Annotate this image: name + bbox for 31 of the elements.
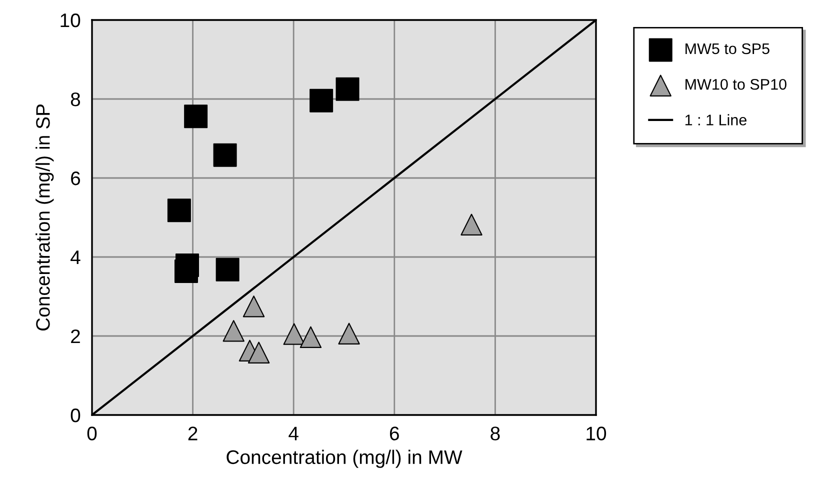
x-tick-label: 2	[188, 426, 198, 440]
y-tick-label: 6	[71, 171, 80, 186]
point	[248, 342, 270, 364]
x-tick-label: 4	[288, 426, 298, 440]
x-tick-label: 0	[87, 426, 97, 440]
y-tick-label: 2	[71, 329, 80, 344]
y-tick-label: 10	[60, 13, 80, 28]
point	[300, 326, 322, 348]
y-axis-title: Concentration (mg/l) in SP	[36, 104, 54, 331]
point	[222, 320, 244, 342]
point	[310, 88, 334, 112]
point	[213, 143, 237, 167]
point	[338, 322, 360, 344]
y-tick-label: 8	[70, 92, 80, 106]
x-axis-title: Concentration (mg/l) in MW	[226, 450, 462, 468]
point	[167, 198, 191, 222]
point	[336, 77, 360, 101]
point	[460, 214, 482, 236]
point	[242, 296, 265, 318]
legend-label: MW5 to SP5	[686, 43, 770, 54]
y-tick-label: 4	[70, 250, 80, 264]
y-tick-label: 0	[70, 408, 80, 422]
point	[174, 259, 198, 283]
legend-label: 1 : 1 Line	[685, 114, 746, 126]
x-tick-label: 6	[390, 426, 399, 440]
point	[216, 258, 240, 282]
point	[283, 323, 305, 345]
point	[184, 104, 208, 128]
x-tick-label: 10	[586, 426, 606, 440]
legend-label: MW10 to SP10	[686, 78, 786, 90]
x-tick-label: 8	[490, 426, 500, 440]
